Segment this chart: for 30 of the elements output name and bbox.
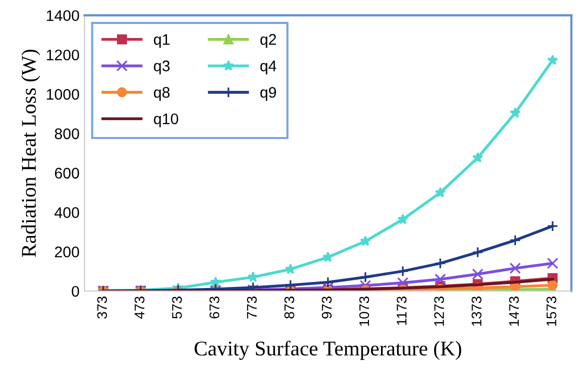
legend-label: q4: [260, 60, 276, 74]
y-tick-label: 1000: [46, 88, 80, 100]
x-tick-label: 1273: [434, 296, 444, 326]
x-tick-label: 873: [284, 296, 294, 319]
x-tick-label: 1073: [359, 296, 370, 326]
x-tick-label: 1173: [396, 296, 407, 325]
y-tick-label: 600: [54, 168, 80, 179]
x-tick-label: 1573: [546, 296, 556, 326]
y-tick-label: 1200: [46, 50, 80, 60]
y-tick-label: 400: [54, 207, 80, 218]
x-tick-label: 773: [246, 296, 257, 318]
legend-label: q10: [154, 113, 178, 128]
legend-label: q9: [260, 86, 276, 101]
y-tick-label: 0: [72, 286, 80, 297]
y-axis-title: Radiation Heat Loss (W): [21, 50, 40, 258]
x-tick-label: 373: [97, 296, 107, 319]
y-tick-label: 1400: [46, 10, 80, 22]
x-axis-title: Cavity Surface Temperature (K): [194, 340, 462, 360]
x-tick-label: 1373: [472, 296, 482, 326]
x-tick-label: 473: [134, 296, 144, 319]
legend-label: q2: [260, 34, 276, 48]
legend-label: q1: [154, 34, 170, 48]
y-tick-label: 800: [54, 128, 80, 140]
legend-label: q8: [154, 86, 170, 101]
y-tick-label: 200: [54, 246, 80, 258]
legend-label: q3: [154, 60, 170, 74]
x-tick-label: 573: [172, 296, 182, 319]
x-tick-label: 1473: [509, 296, 519, 326]
x-tick-label: 673: [209, 296, 220, 318]
x-tick-label: 973: [322, 296, 332, 318]
